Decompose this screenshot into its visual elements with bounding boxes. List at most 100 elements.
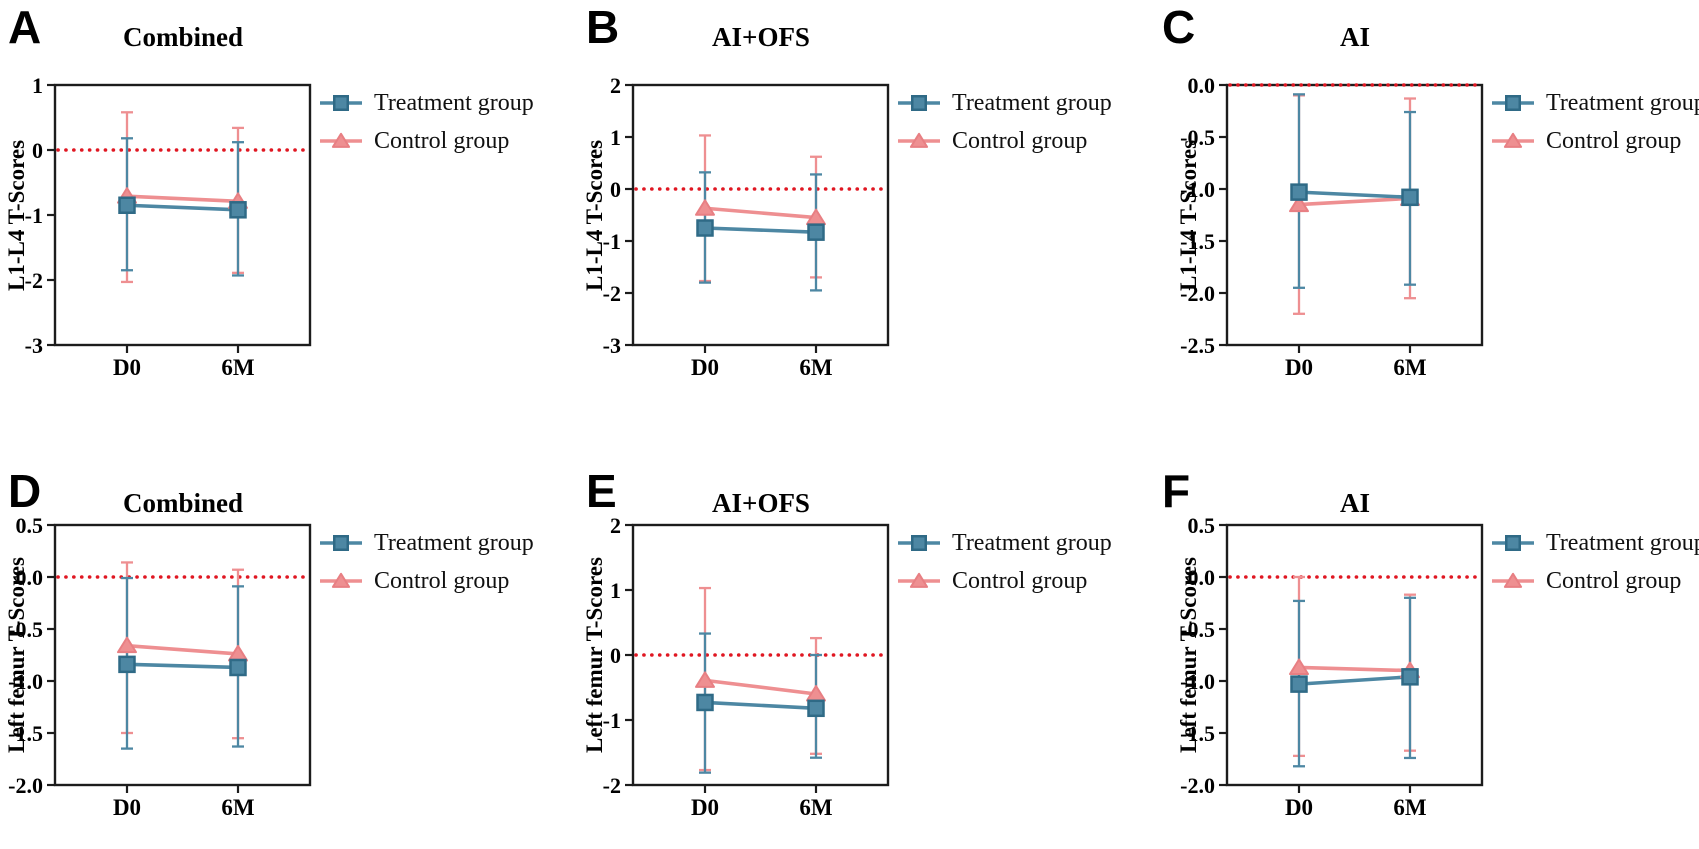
panel-letter: E — [586, 465, 617, 517]
chart-title: Combined — [122, 22, 244, 52]
plot-frame — [1225, 523, 1484, 787]
control-triangle-marker-icon — [1492, 572, 1534, 588]
square-marker — [333, 535, 349, 551]
legend-label-treatment: Treatment group — [374, 89, 534, 116]
plot-frame — [53, 83, 312, 347]
y-tick-label: -0.5 — [8, 617, 43, 642]
panel-d: D Combined Left femur T-Scores 0.5 0.0 -0.… — [0, 440, 540, 849]
y-tick-label: 1 — [32, 73, 43, 98]
control-triangle-marker-icon — [320, 572, 362, 588]
treatment-square-marker-icon — [320, 535, 362, 551]
legend-label-control: Control group — [952, 127, 1088, 154]
triangle-marker — [1289, 195, 1309, 213]
series-markers — [696, 693, 825, 718]
y-tick-label: -3 — [603, 333, 621, 358]
y-tick-label: 2 — [610, 73, 621, 98]
y-tick-label: -1 — [603, 229, 621, 254]
series-line — [704, 206, 817, 220]
square-marker — [911, 95, 927, 111]
chart-plot-a: 1 0 -1 -2 -3 D0 6M — [25, 73, 312, 380]
plot-frame — [631, 523, 890, 787]
plot-frame — [53, 523, 312, 787]
legend-entry-treatment: Treatment group — [896, 88, 1112, 118]
legend-label-treatment: Treatment group — [1546, 89, 1699, 116]
panel-letter: F — [1162, 465, 1191, 517]
series-line — [126, 203, 239, 212]
chart-plot-f: 0.5 0.0 -0.5 -1.0 -1.5 -2.0 D0 6M — [1180, 513, 1484, 820]
legend-entry-control: Control group — [896, 566, 1112, 596]
legend-entry-control: Control group — [896, 126, 1112, 156]
legend-entry-control: Control group — [318, 126, 534, 156]
series-line — [704, 678, 817, 696]
treatment-square-marker-icon — [1492, 535, 1534, 551]
series-line — [1298, 196, 1411, 207]
x-tick-label: 6M — [1393, 355, 1427, 380]
y-tick-label: 2 — [610, 513, 621, 538]
chart-title: AI+OFS — [712, 22, 810, 52]
x-tick-label: 6M — [1393, 795, 1427, 820]
chart-title: AI — [1339, 488, 1370, 518]
triangle-marker — [1503, 132, 1523, 148]
y-tick-label: 0 — [610, 643, 621, 668]
chart-plot-d: 0.5 0.0 -0.5 -1.0 -1.5 -2.0 D0 6M — [8, 513, 312, 820]
square-marker — [1290, 675, 1308, 693]
treatment-square-marker-icon — [320, 95, 362, 111]
x-tick-label: D0 — [113, 795, 141, 820]
legend-label-control: Control group — [1546, 567, 1682, 594]
x-tick-label: D0 — [1285, 795, 1313, 820]
chart-plot-c: 0.0 -0.5 -1.0 -1.5 -2.0 -2.5 D0 6M — [1180, 73, 1484, 380]
series-line — [704, 226, 817, 234]
triangle-marker — [909, 132, 929, 148]
legend: Treatment group Control group — [1490, 528, 1699, 604]
y-tick-label: 0.0 — [1188, 565, 1216, 590]
y-tick-label: -1.0 — [8, 669, 43, 694]
chart-title: Combined — [122, 488, 244, 518]
x-tick-label: 6M — [799, 355, 833, 380]
series-markers — [118, 196, 247, 219]
panel-e: E AI+OFS Left femur T-Scores 2 1 0 -1 -2 D0 6M… — [578, 440, 1118, 849]
x-tick-label: 6M — [221, 355, 255, 380]
x-tick-label: 6M — [799, 795, 833, 820]
control-triangle-marker-icon — [898, 132, 940, 148]
series-line — [1298, 190, 1411, 200]
legend-entry-treatment: Treatment group — [896, 528, 1112, 558]
x-tick-label: D0 — [691, 795, 719, 820]
x-tick-label: 6M — [221, 795, 255, 820]
panel-a: A Combined L1-L4 T-Scores 1 0 -1 -2 -3 D0 6M T… — [0, 0, 540, 409]
treatment-square-marker-icon — [1492, 95, 1534, 111]
triangle-marker — [117, 636, 137, 654]
x-tick-label: D0 — [113, 355, 141, 380]
control-triangle-marker-icon — [320, 132, 362, 148]
y-tick-label: -0.5 — [1180, 617, 1215, 642]
legend-label-treatment: Treatment group — [952, 89, 1112, 116]
series-line — [1298, 675, 1411, 686]
series-line — [704, 700, 817, 711]
treatment-square-marker-icon — [898, 535, 940, 551]
legend-entry-treatment: Treatment group — [318, 528, 534, 558]
y-tick-label: -2.0 — [8, 773, 43, 798]
square-marker — [118, 655, 136, 674]
panel-letter: A — [8, 1, 42, 53]
y-tick-label: -2 — [603, 773, 621, 798]
y-tick-label: -2 — [25, 268, 43, 293]
y-tick-label: -1.0 — [1180, 177, 1215, 202]
chart-title: AI+OFS — [712, 488, 810, 518]
y-tick-label: 0 — [610, 177, 621, 202]
y-tick-label: -1 — [603, 708, 621, 733]
legend-label-control: Control group — [374, 567, 510, 594]
legend: Treatment group Control group — [318, 88, 534, 164]
series-markers — [1290, 183, 1419, 207]
triangle-marker — [909, 572, 929, 588]
x-tick-label: D0 — [1285, 355, 1313, 380]
control-triangle-marker-icon — [898, 572, 940, 588]
legend: Treatment group Control group — [896, 88, 1112, 164]
y-tick-label: -2.0 — [1180, 281, 1215, 306]
series-line — [1298, 665, 1411, 673]
y-tick-label: 0 — [32, 138, 43, 163]
triangle-marker — [1289, 658, 1309, 675]
y-tick-label: -2 — [603, 281, 621, 306]
legend: Treatment group Control group — [896, 528, 1112, 604]
square-marker — [1505, 535, 1521, 551]
plot-frame — [631, 83, 890, 347]
legend-entry-treatment: Treatment group — [318, 88, 534, 118]
